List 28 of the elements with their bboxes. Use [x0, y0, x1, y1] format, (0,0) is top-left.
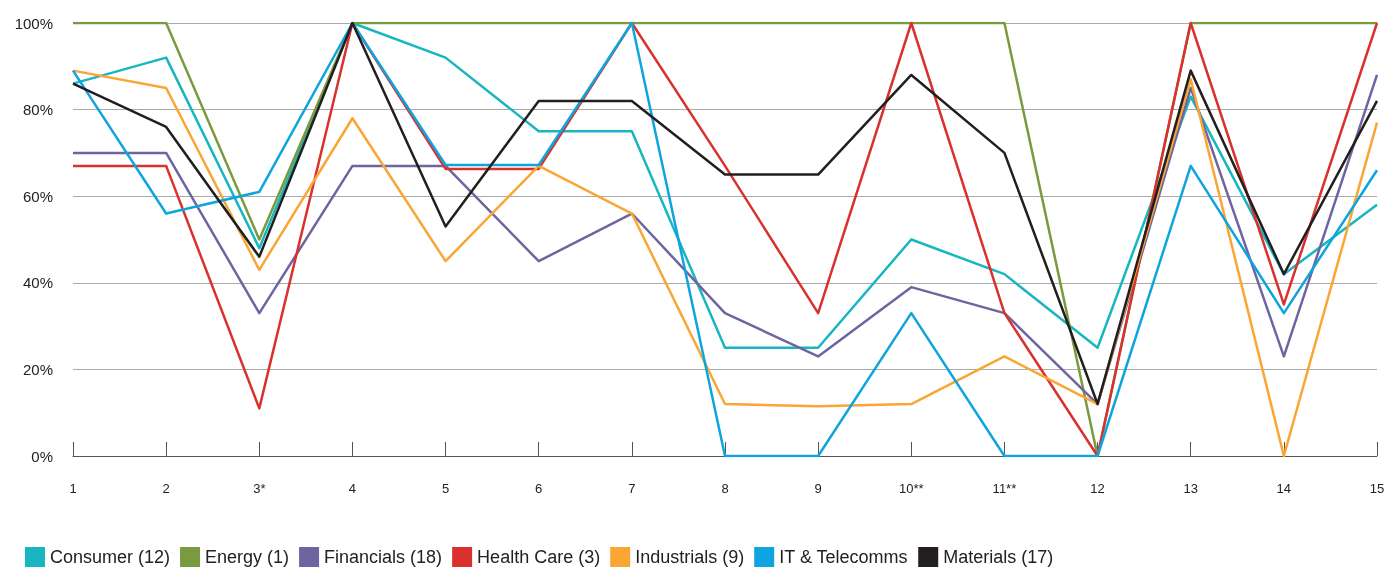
- x-tick-label: 4: [348, 481, 357, 496]
- legend-label: Materials (17): [943, 547, 1054, 567]
- legend-label: Energy (1): [205, 547, 290, 567]
- y-tick-label: 0%: [31, 447, 53, 465]
- x-tick-label: 14: [1276, 481, 1292, 496]
- y-tick-label: 60%: [22, 187, 53, 205]
- legend-label: IT & Telecomms: [779, 547, 908, 567]
- x-tick-label: 12: [1090, 481, 1105, 496]
- y-tick-label: 40%: [22, 274, 53, 292]
- y-tick-label: 20%: [22, 360, 53, 378]
- x-tick-label: 13: [1183, 481, 1198, 496]
- x-tick-label: 15: [1369, 481, 1385, 496]
- legend-label: Financials (18): [324, 547, 443, 567]
- x-tick-label: 7: [628, 481, 636, 496]
- legend-label: Consumer (12): [50, 547, 171, 567]
- x-tick-label: 1: [69, 481, 77, 496]
- y-tick-label: 100%: [14, 14, 53, 32]
- legend-label: Health Care (3): [477, 547, 601, 567]
- legend-label: Industrials (9): [635, 547, 745, 567]
- x-tick-label: 2: [162, 481, 170, 496]
- x-tick-label: 9: [814, 481, 822, 496]
- y-tick-label: 80%: [22, 101, 53, 119]
- x-tick-label: 8: [721, 481, 729, 496]
- x-tick-label: 11**: [992, 481, 1017, 496]
- x-tick-label: 10**: [899, 481, 924, 496]
- x-tick-label: 5: [441, 481, 450, 496]
- x-tick-label: 6: [535, 481, 543, 496]
- x-tick-label: 3*: [253, 481, 266, 496]
